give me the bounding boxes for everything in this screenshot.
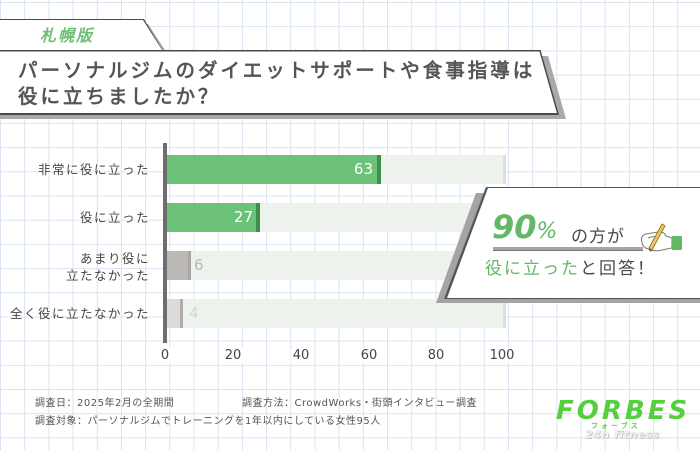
callout-line2-highlight: 役に立った — [485, 259, 580, 279]
callout-percent: 90% — [492, 208, 557, 246]
bar-cap — [256, 203, 260, 232]
bar-value-label: 4 — [189, 304, 199, 322]
category-label-not-very-helpful: あまり役に 立たなかった — [66, 250, 150, 284]
bar-helpful — [167, 203, 256, 232]
bar-cap — [180, 299, 183, 328]
x-tick-label: 60 — [358, 348, 380, 363]
bar-value-label: 27 — [233, 208, 253, 226]
category-label-helpful: 役に立った — [79, 210, 150, 225]
survey-date: 調査日：2025年2月の全期間 — [35, 398, 175, 409]
category-label-very-helpful: 非常に役に立った — [37, 162, 150, 177]
bar-cap — [377, 155, 381, 184]
callout-underline — [493, 247, 643, 251]
category-label-line: 立たなかった — [65, 268, 150, 283]
forbes-logo: FORBES — [556, 396, 691, 426]
bar-cap — [188, 251, 191, 280]
callout-line2: 役に立ったと回答！ — [485, 254, 656, 279]
title-box — [0, 50, 558, 114]
y-axis-line — [163, 143, 167, 343]
bar-value-label: 63 — [353, 160, 373, 178]
bar-track-end — [503, 299, 506, 328]
hand-writing-pencil-icon — [641, 223, 682, 252]
survey-target: 調査対象：パーソナルジムでトレーニングを1年以内にしている女性95人 — [35, 416, 381, 427]
survey-method: 調査方法：CrowdWorks・街頭インタビュー調査 — [242, 398, 478, 409]
chart-title-line1: パーソナルジムのダイエットサポートや食事指導は — [18, 59, 536, 82]
chart-title-line2: 役に立ちましたか？ — [18, 85, 221, 108]
x-tick-label: 40 — [290, 348, 312, 363]
bar-value-label: 6 — [194, 256, 204, 274]
callout-percent-sign: % — [536, 219, 558, 244]
x-tick-label: 100 — [487, 348, 517, 363]
x-tick-label: 20 — [222, 348, 244, 363]
title-box-outline — [0, 50, 559, 115]
forbes-logo-kana: フォーブス — [591, 422, 641, 430]
bar-track-end — [503, 155, 506, 184]
x-tick-label: 80 — [425, 348, 447, 363]
chart-title: パーソナルジムのダイエットサポートや食事指導は 役に立ちましたか？ — [18, 58, 535, 110]
region-tag: 札幌版 — [40, 26, 95, 45]
x-tick-label: 0 — [158, 348, 172, 363]
forbes-logo-subtitle: 24h fitness — [585, 428, 660, 441]
category-label-line: あまり役に — [79, 251, 150, 266]
bar-track — [167, 299, 504, 328]
category-label-not-helpful: 全く役に立たなかった — [9, 306, 150, 321]
region-tab — [0, 20, 162, 50]
bar-not-very-helpful — [167, 251, 189, 280]
callout-line1-rest: の方が — [571, 227, 625, 247]
callout-line2-rest: と回答！ — [580, 259, 656, 279]
callout-percent-number: 90 — [492, 208, 537, 246]
bar-not-helpful — [167, 299, 181, 328]
bar-very-helpful — [167, 155, 377, 184]
